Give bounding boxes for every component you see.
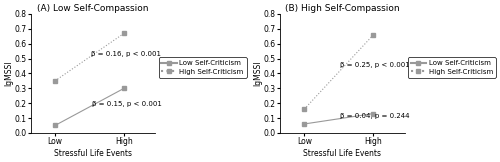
Text: β = 0.16, p < 0.001: β = 0.16, p < 0.001 [91, 51, 161, 57]
Y-axis label: lgMSSI: lgMSSI [4, 61, 13, 86]
Y-axis label: lgMSSI: lgMSSI [254, 61, 262, 86]
X-axis label: Stressful Life Events: Stressful Life Events [54, 149, 132, 158]
Title: (A) Low Self-Compassion: (A) Low Self-Compassion [38, 4, 149, 13]
Legend: Low Self-Criticism, High Self-Criticism: Low Self-Criticism, High Self-Criticism [158, 57, 246, 78]
Text: β = 0.25, p < 0.001: β = 0.25, p < 0.001 [340, 62, 410, 68]
Text: β = 0.15, p < 0.001: β = 0.15, p < 0.001 [92, 101, 162, 107]
Title: (B) High Self-Compassion: (B) High Self-Compassion [285, 4, 400, 13]
Legend: Low Self-Criticism, High Self-Criticism: Low Self-Criticism, High Self-Criticism [408, 57, 496, 78]
Text: β = 0.04, p = 0.244: β = 0.04, p = 0.244 [340, 113, 410, 119]
X-axis label: Stressful Life Events: Stressful Life Events [304, 149, 382, 158]
